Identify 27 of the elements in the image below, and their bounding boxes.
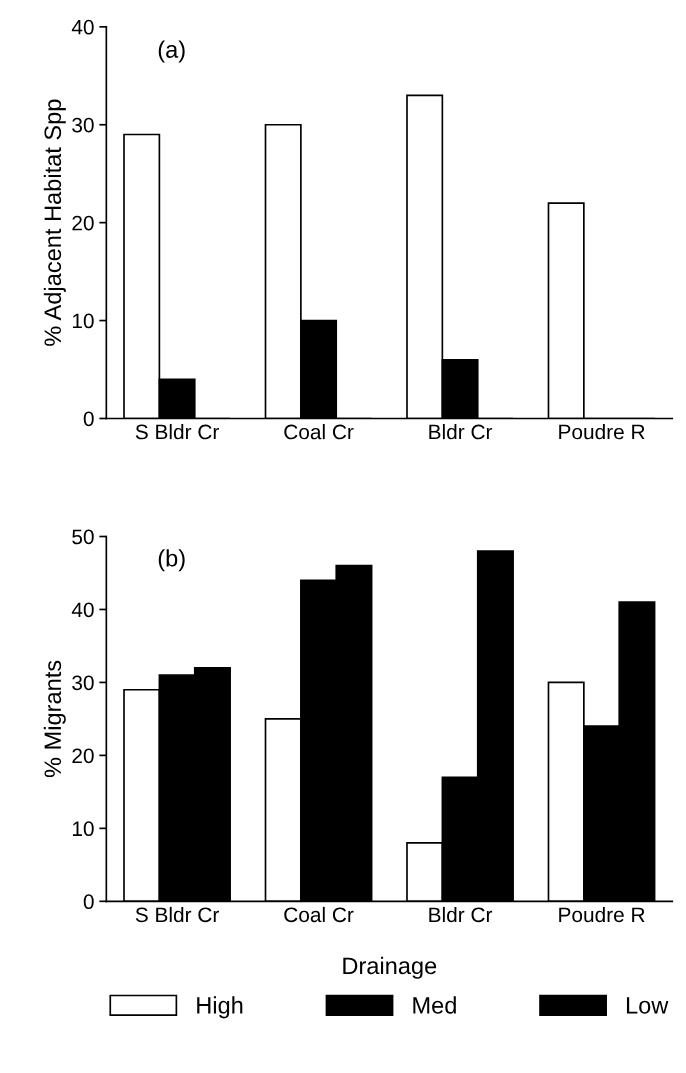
x-tick-label: Poudre R <box>559 424 645 440</box>
x-tick-label: Poudre R <box>559 906 645 923</box>
y-tick-label: 30 <box>72 675 94 691</box>
y-axis-title: % Migrants <box>43 660 66 778</box>
x-tick-label: S Bldr Cr <box>135 906 219 923</box>
y-tick-label: 40 <box>71 602 94 618</box>
x-axis-title: Drainage <box>343 956 437 979</box>
y-tick-label: 10 <box>72 313 94 329</box>
annotation: (b) <box>158 549 185 572</box>
y-tick-label: 10 <box>72 821 94 837</box>
y-tick-label: 50 <box>72 529 94 545</box>
y-tick-label: 30 <box>72 117 94 133</box>
x-tick-label: S Bldr Cr <box>135 424 219 440</box>
x-tick-label: Coal Cr <box>284 424 354 440</box>
y-tick-label: 0 <box>83 894 94 910</box>
y-tick-label: 40 <box>71 19 94 35</box>
legend-label: Med <box>413 996 456 1014</box>
legend-label: Low <box>626 997 669 1014</box>
annotation: (a) <box>158 40 185 63</box>
x-tick-label: Bldr Cr <box>429 906 493 923</box>
x-tick-label: Coal Cr <box>284 906 354 923</box>
legend-label: High <box>197 996 243 1019</box>
y-tick-label: 20 <box>72 748 94 764</box>
y-tick-label: 20 <box>72 215 94 231</box>
y-tick-label: 0 <box>83 411 94 427</box>
y-axis-title: % Adjacent Habitat Spp <box>43 99 66 346</box>
x-tick-label: Bldr Cr <box>429 424 493 440</box>
